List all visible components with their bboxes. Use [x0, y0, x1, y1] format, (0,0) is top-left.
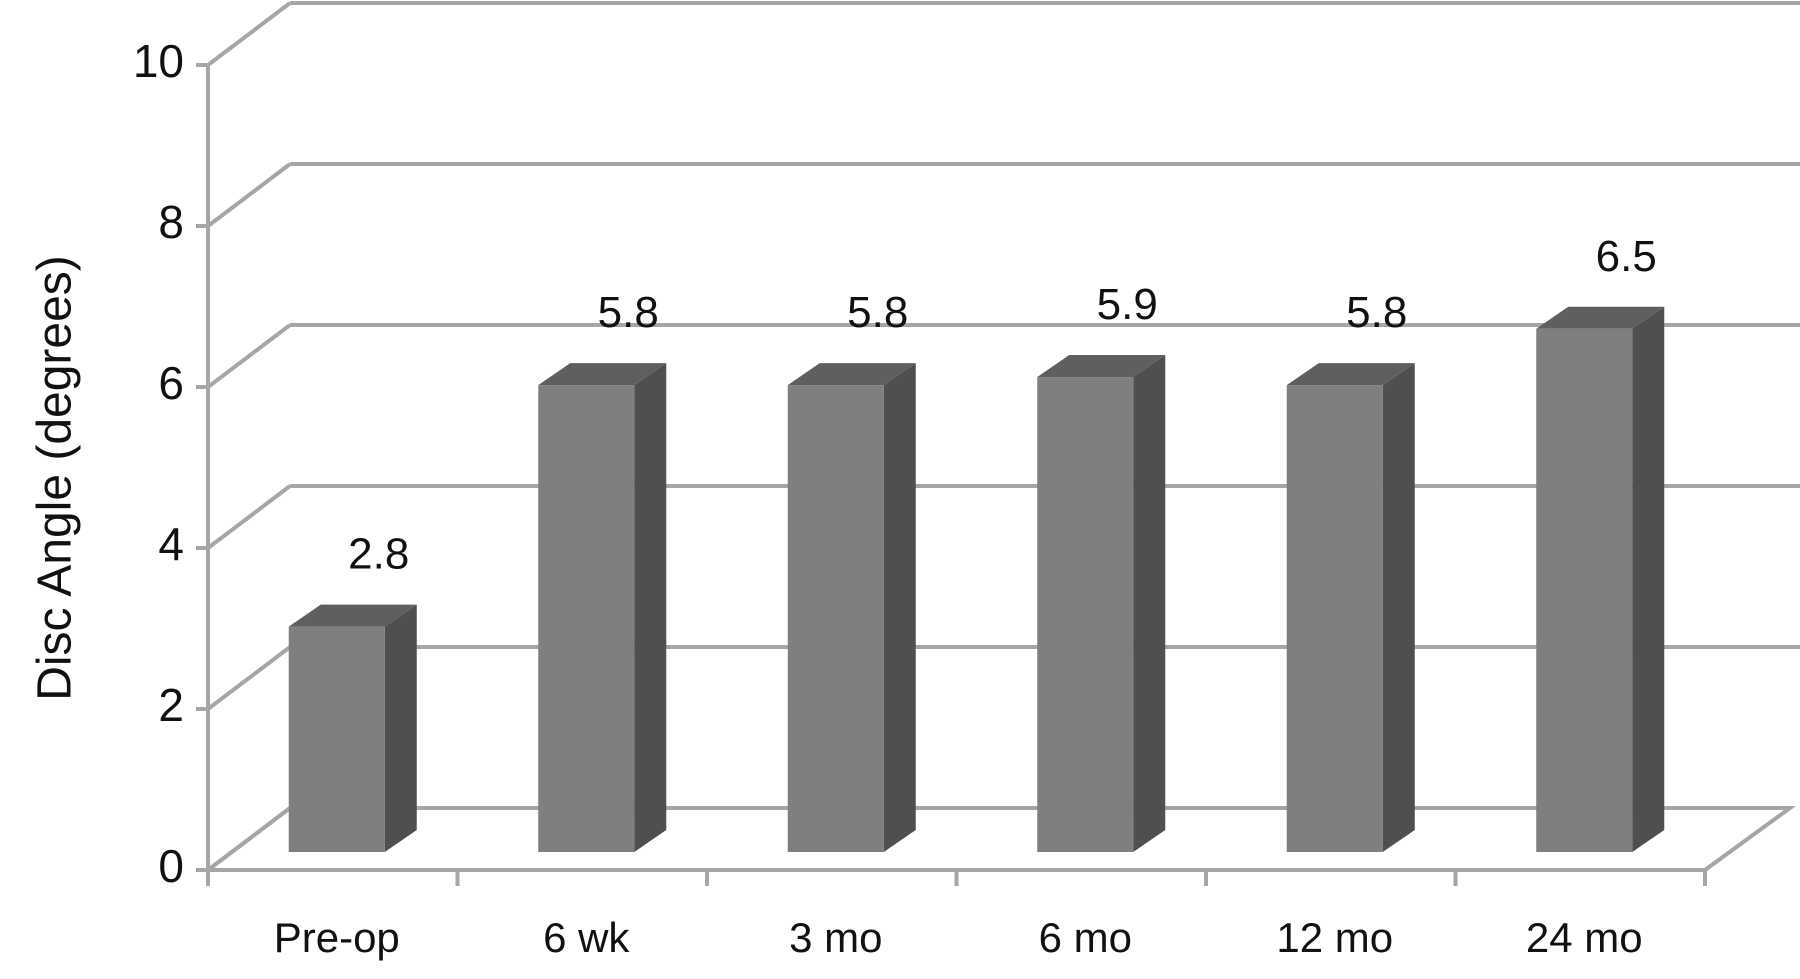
y-tick-label: 8 — [158, 196, 184, 248]
bar-side — [1382, 363, 1415, 852]
y-axis-title: Disc Angle (degrees) — [29, 255, 82, 701]
bar-top — [1286, 363, 1415, 386]
data-label: 5.8 — [1346, 288, 1407, 337]
data-label: 2.8 — [348, 530, 409, 579]
y-tick-label: 6 — [158, 357, 184, 409]
bar — [787, 385, 884, 852]
gridline-side — [206, 323, 292, 389]
bar-side — [634, 363, 667, 852]
bar-side — [384, 604, 417, 852]
y-tick-label: 2 — [158, 679, 184, 731]
data-label: 6.5 — [1596, 232, 1657, 281]
y-tick-label: 10 — [133, 35, 184, 87]
x-tick-label: 24 mo — [1526, 914, 1643, 961]
gridline-side — [206, 162, 292, 228]
bar-top — [538, 363, 667, 386]
x-tick-label: 3 mo — [789, 914, 882, 961]
bar — [1037, 377, 1134, 852]
data-label: 5.9 — [1097, 280, 1158, 329]
data-label: 5.8 — [847, 288, 908, 337]
x-tick-label: 12 mo — [1276, 914, 1393, 961]
gridline-side — [206, 645, 292, 711]
bar-top — [787, 363, 916, 386]
bar — [1286, 385, 1383, 852]
bar-top — [1536, 306, 1665, 329]
x-tick-label: Pre-op — [274, 914, 400, 961]
bars — [288, 306, 1665, 852]
x-tick-label: 6 wk — [543, 914, 630, 961]
y-tick-label: 0 — [158, 840, 184, 892]
gridline-side — [206, 484, 292, 550]
bar-top — [1037, 355, 1166, 378]
gridline-side — [206, 1, 292, 67]
x-tick-label: 6 mo — [1039, 914, 1132, 961]
axes: 0 2 4 6 8 10 — [133, 35, 1707, 892]
bar-side — [1133, 355, 1166, 852]
data-label: 5.8 — [598, 288, 659, 337]
y-tick-label: 4 — [158, 518, 184, 570]
bar — [538, 385, 635, 852]
bar-side — [883, 363, 916, 852]
bar — [288, 626, 385, 852]
bar-side — [1632, 306, 1665, 852]
labels: 2.8 Pre-op 5.8 6 wk 5.8 3 mo 5.9 6 mo 5.8 12 mo 6.… — [274, 232, 1657, 961]
bar-top — [288, 604, 417, 627]
bar — [1536, 328, 1633, 852]
